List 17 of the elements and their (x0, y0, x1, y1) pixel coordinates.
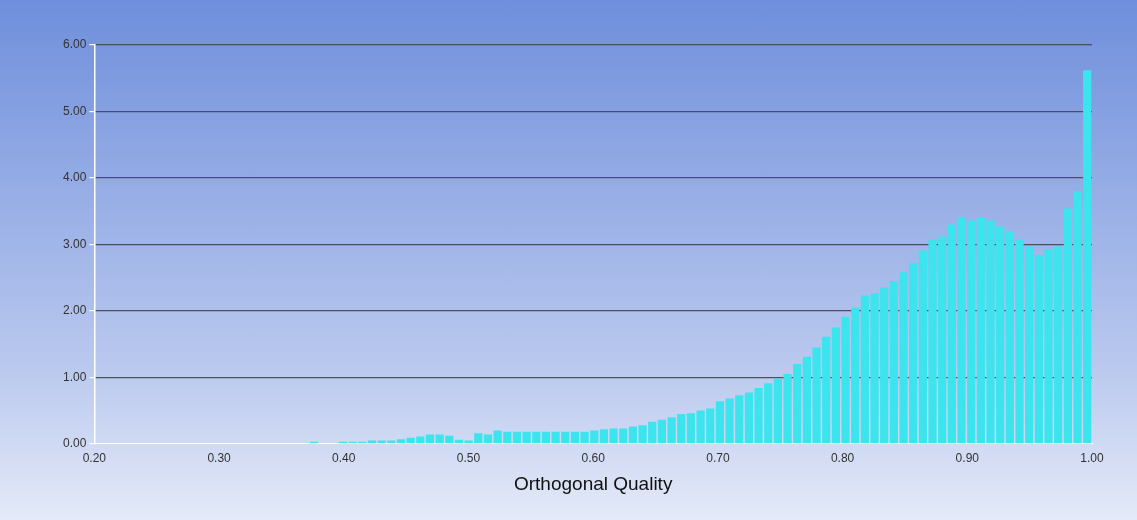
y-tick-label: 2.00 (63, 303, 87, 318)
y-tick-label: 0.00 (63, 436, 87, 451)
y-tick-label: 3.00 (63, 236, 87, 251)
x-tick-label: 0.70 (706, 451, 730, 466)
y-tick-label: 1.00 (63, 369, 87, 384)
x-tick-label: 0.90 (955, 451, 980, 466)
y-tick-label: 6.00 (63, 37, 87, 52)
x-tick-label: 0.40 (332, 451, 356, 466)
x-tick-label: 0.30 (207, 451, 232, 466)
x-tick-label: 0.60 (581, 451, 606, 466)
y-tick-label: 5.00 (63, 103, 87, 118)
y-tick-label: 4.00 (63, 170, 87, 185)
x-axis-title: Orthogonal Quality (513, 472, 673, 494)
x-tick-label: 1.00 (1080, 451, 1104, 466)
x-tick-label: 0.50 (456, 451, 481, 466)
x-tick-label: 0.20 (82, 451, 107, 466)
x-tick-label: 0.80 (830, 451, 855, 466)
